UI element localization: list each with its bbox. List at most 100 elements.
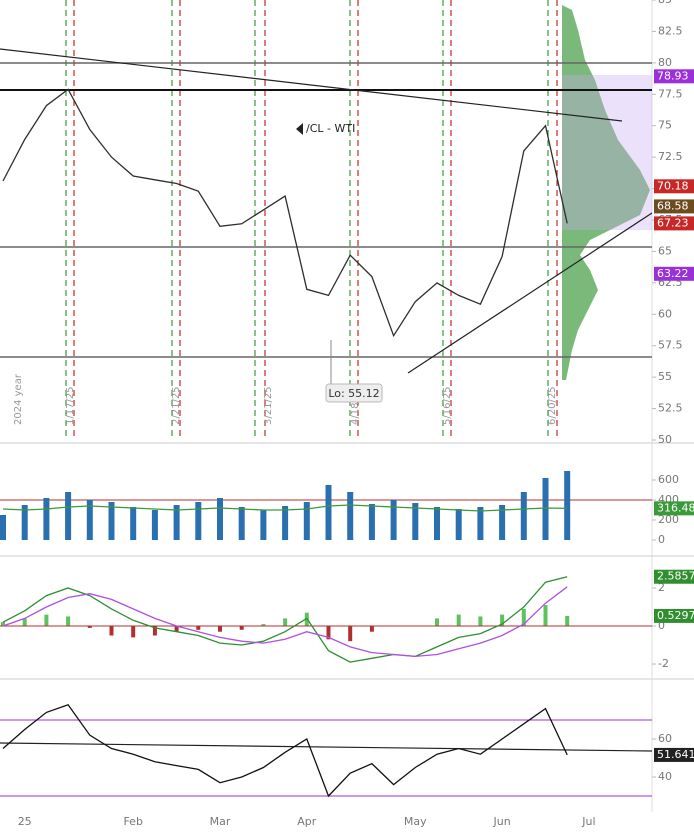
value-tag-label: 316.480	[657, 501, 694, 514]
y-tick-label: 40	[658, 770, 672, 783]
volume-bar	[151, 510, 158, 540]
volume-bar	[195, 502, 202, 540]
y-tick-label: 85	[658, 0, 672, 6]
value-tag-label: 68.58	[657, 199, 689, 212]
volume-bar	[564, 471, 571, 540]
value-tag-label: 0.5297	[657, 609, 694, 622]
histogram-bar	[22, 618, 27, 626]
y-tick-label: 2	[658, 581, 665, 594]
title-marker	[296, 123, 303, 135]
y-tick-label: 55	[658, 370, 672, 383]
volume-bar	[368, 504, 375, 540]
y-tick-label: 0	[658, 533, 665, 546]
indicator-line	[2, 576, 568, 663]
histogram-bar	[1, 622, 5, 626]
volume-bar	[108, 502, 115, 540]
volume-bar	[0, 515, 6, 540]
volume-bar	[43, 498, 50, 540]
x-tick-label: Jul	[581, 815, 595, 828]
indicator-line	[2, 586, 568, 658]
value-tag	[654, 608, 694, 623]
value-tag-label: 67.23	[657, 216, 689, 229]
histogram-bar	[87, 625, 92, 628]
value-tag-label: 78.93	[657, 69, 689, 82]
y-tick-label: 77.5	[658, 87, 683, 100]
histogram-bar	[369, 625, 374, 632]
histogram-bar	[283, 618, 288, 626]
year-label: 2024 year	[13, 373, 24, 425]
event-lines	[65, 0, 558, 440]
low-label: Lo: 55.12	[328, 387, 379, 400]
histogram-bar	[326, 625, 331, 640]
histogram-bar	[44, 614, 49, 626]
price-line	[2, 704, 568, 798]
x-tick-label: Feb	[123, 815, 142, 828]
volume-bar	[347, 492, 354, 540]
event-label: 6/20/25	[547, 386, 558, 425]
volume-bar	[303, 502, 310, 540]
y-tick-label: -2	[658, 657, 669, 670]
x-tick-label: Mar	[210, 815, 231, 828]
volume-bar	[217, 498, 223, 540]
histogram-bar	[478, 616, 483, 626]
volume-bar	[282, 506, 289, 540]
histogram-bar	[152, 625, 157, 636]
trend-line	[0, 742, 653, 752]
value-tag	[654, 199, 694, 214]
value-area	[562, 75, 652, 230]
volume-bar	[260, 510, 267, 540]
volume-bar	[173, 505, 180, 540]
y-tick-label: 600	[658, 473, 679, 486]
price-line	[2, 88, 568, 338]
histogram-bar	[66, 616, 71, 626]
y-tick-label: 60	[658, 307, 672, 320]
y-tick-label: 60	[658, 732, 672, 745]
histogram-bar	[174, 625, 179, 632]
histogram-bar	[196, 625, 201, 630]
low-label-box	[325, 383, 383, 403]
event-label: 1/17/25	[65, 386, 76, 425]
histogram-bar	[435, 618, 439, 626]
y-tick-label: 50	[658, 433, 672, 446]
histogram-bar	[348, 625, 353, 642]
value-tag	[654, 216, 694, 231]
event-label: 2/21/25	[171, 386, 182, 425]
value-tag-label: 70.18	[657, 179, 689, 192]
volume-bar	[325, 485, 332, 540]
average-line	[2, 504, 568, 512]
histogram-bar	[456, 614, 461, 626]
y-tick-label: 80	[658, 56, 672, 69]
volume-bar	[21, 505, 28, 540]
volume-bar	[434, 507, 440, 540]
volume-bar	[499, 505, 506, 540]
volume-bar	[86, 500, 93, 540]
value-tag	[654, 179, 694, 194]
volume-profile	[562, 5, 650, 380]
y-tick-label: 57.5	[658, 339, 683, 352]
volume-bar	[477, 507, 484, 540]
volume-bar	[130, 507, 137, 540]
y-tick-label: 65	[658, 244, 672, 257]
volume-bar	[238, 507, 245, 540]
volume-bar	[520, 492, 527, 540]
histogram-bar	[565, 615, 570, 626]
value-tag	[654, 501, 694, 516]
value-tag-label: 63.22	[657, 267, 689, 280]
histogram-bar	[218, 625, 222, 632]
histogram-bar	[239, 625, 244, 630]
histogram-bar	[543, 605, 548, 626]
histogram-bar	[521, 608, 526, 626]
y-tick-label: 82.5	[658, 24, 683, 37]
histogram-bar	[131, 625, 136, 638]
y-tick-label: 200	[658, 513, 679, 526]
volume-bar	[542, 478, 549, 540]
value-tag	[654, 69, 694, 84]
histogram-bar	[109, 625, 114, 636]
chart-title: /CL - WTI	[306, 122, 355, 135]
y-tick-label: 0	[658, 619, 665, 632]
x-tick-label: May	[404, 815, 427, 828]
value-tag-label: 2.5857	[657, 570, 694, 583]
volume-bar	[65, 492, 72, 540]
trend-line	[0, 48, 623, 122]
value-tag	[654, 747, 694, 762]
